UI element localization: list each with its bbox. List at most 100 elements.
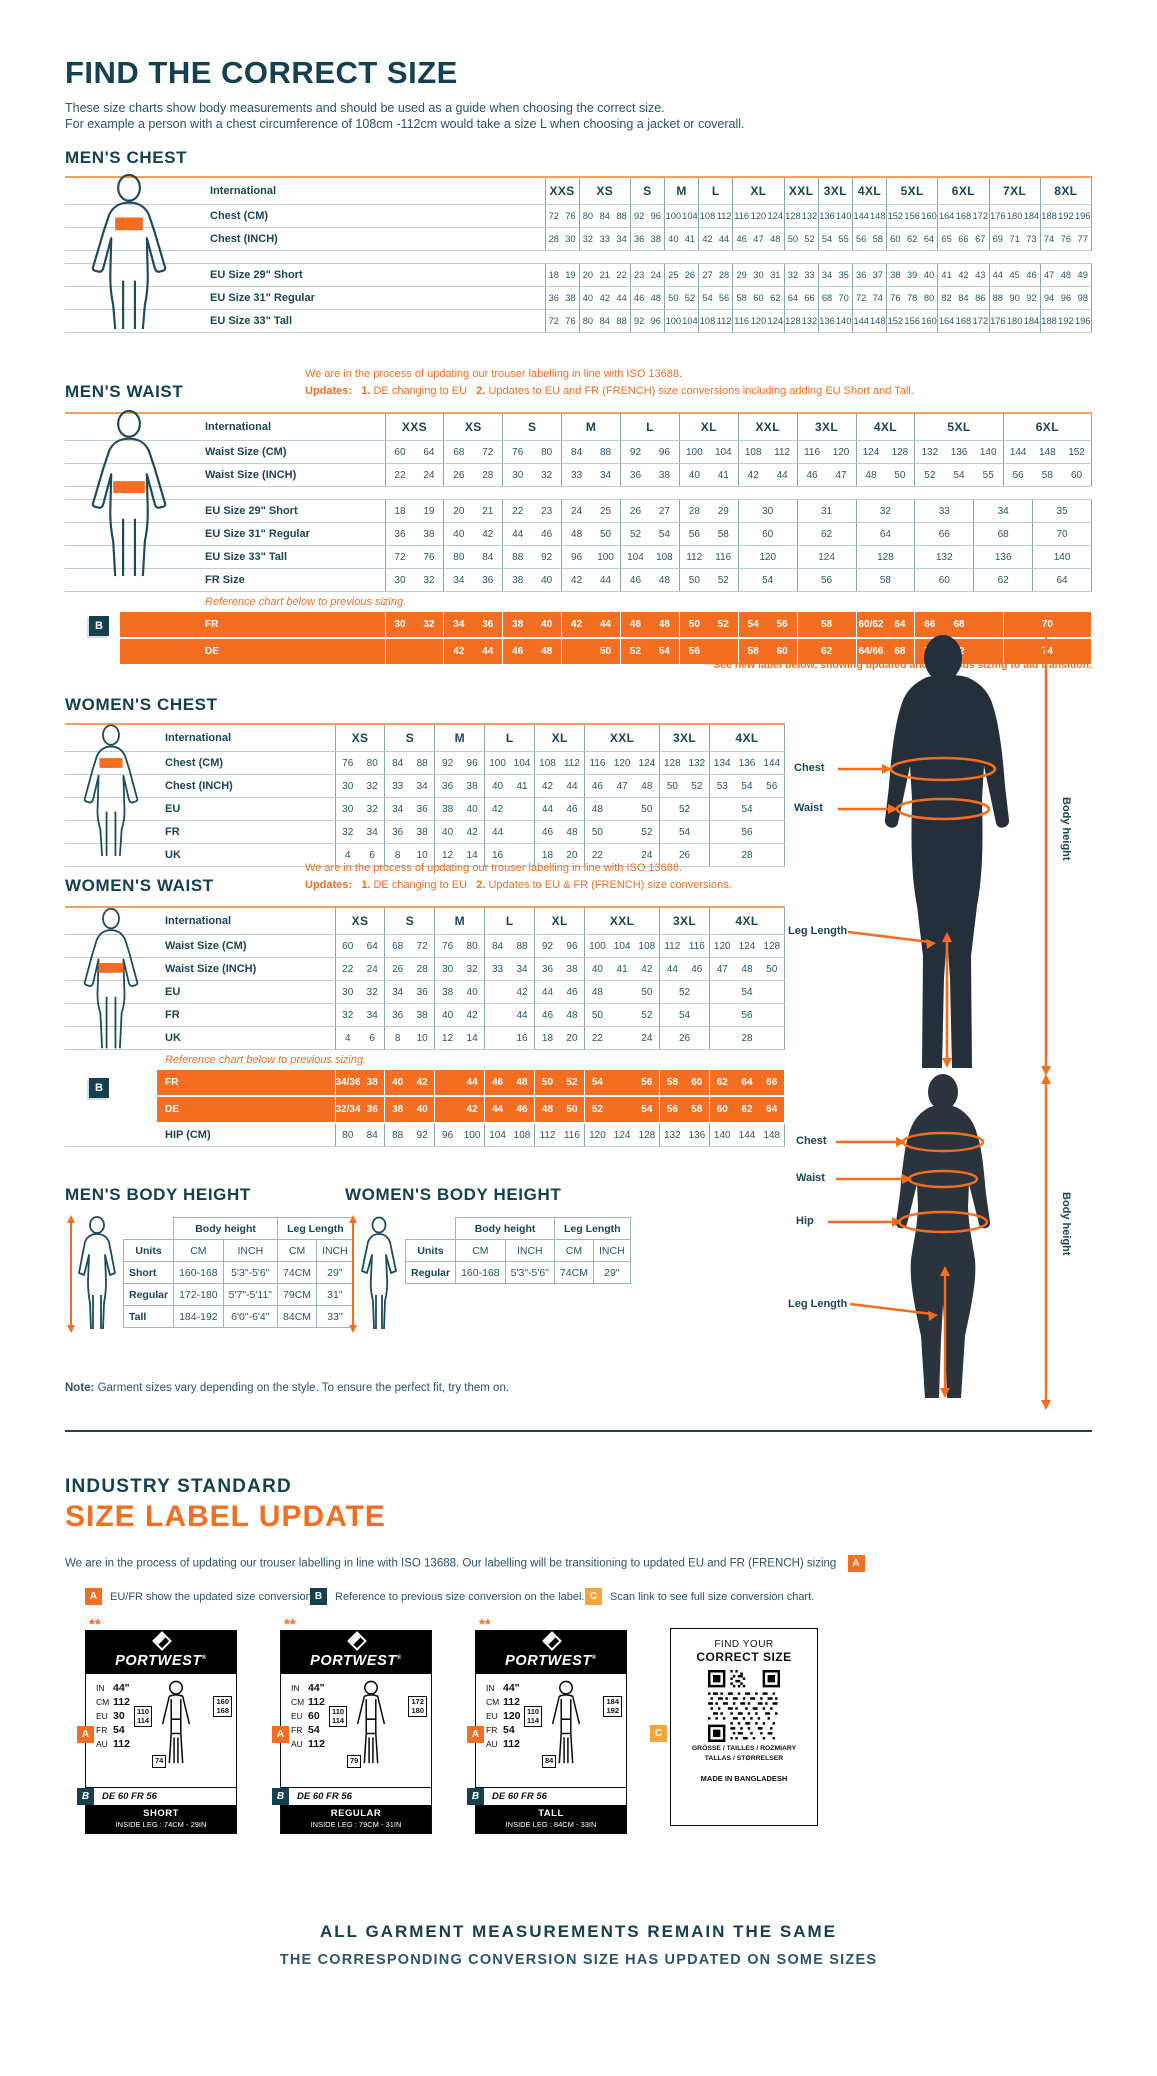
card-previous-sizing-row: B DE 60 FR 56	[467, 1787, 626, 1805]
card-figure-icon	[161, 1680, 191, 1764]
size-value: 28	[473, 463, 504, 487]
size-value: 33	[484, 957, 510, 981]
size-value: 80	[459, 934, 486, 958]
leg-length-header: Leg Length	[553, 1217, 631, 1240]
size-value: 38	[409, 820, 436, 844]
size-value: 38	[359, 1070, 386, 1097]
size-value: 172	[971, 204, 990, 228]
card-figure-icon	[356, 1680, 386, 1764]
badge-a: A	[85, 1588, 102, 1605]
row-label: DE	[65, 638, 386, 666]
size-value: 88	[613, 309, 631, 333]
size-column-header: 4XL	[709, 907, 785, 935]
update2-num: 2.	[476, 385, 486, 398]
size-value: 72	[545, 309, 563, 333]
size-column-header: 3XL	[797, 413, 857, 441]
size-value: 60	[1062, 463, 1093, 487]
height-size-box: 172 180	[408, 1696, 427, 1718]
size-value: 124	[734, 934, 760, 958]
brand-wordmark: PORTWEST®	[115, 1653, 207, 1669]
mens-chest-heading: MEN'S CHEST	[65, 148, 188, 167]
size-value: 36	[473, 568, 504, 592]
size-value: 36	[359, 1096, 386, 1124]
size-value: 128	[759, 934, 786, 958]
size-value: 100	[484, 751, 510, 775]
size-value: 120	[749, 309, 768, 333]
size-value: 34	[443, 612, 474, 639]
updates-label: Updates:	[305, 385, 353, 398]
footer-line-1: ALL GARMENT MEASUREMENTS REMAIN THE SAME	[320, 1922, 837, 1941]
size-value: 76	[434, 934, 460, 958]
legend-item-c: C Scan link to see full size conversion …	[585, 1588, 814, 1605]
size-value: 152	[886, 204, 904, 228]
size-value: 76	[1057, 227, 1075, 251]
size-value: 88	[384, 1123, 410, 1147]
size-value: 54	[734, 774, 760, 798]
size-value: 40	[920, 263, 939, 287]
size-value: 92	[534, 934, 560, 958]
card-size-row: IN 44"	[96, 1682, 130, 1694]
size-value: 116	[708, 545, 739, 569]
section-womens-body-height: WOMEN'S BODY HEIGHT Body height Leg Leng…	[345, 1185, 631, 1333]
size-value: 104	[609, 934, 635, 958]
size-value: 66	[801, 286, 819, 310]
size-value: 104	[484, 1123, 510, 1147]
size-value: 36	[852, 263, 870, 287]
size-value: 62	[797, 522, 857, 546]
size-value: 54	[649, 638, 680, 666]
size-value: 156	[903, 204, 921, 228]
female-chest-label: Chest	[796, 1135, 827, 1147]
mens-waist-heading: MEN'S WAIST	[65, 382, 184, 401]
size-value: 30	[385, 612, 415, 639]
size-value: 56	[709, 1003, 785, 1027]
size-column-header: 6XL	[937, 177, 990, 205]
size-value: 128	[659, 751, 685, 775]
size-value: 60	[684, 1070, 711, 1097]
update1-num: 1.	[361, 879, 371, 892]
size-value: 4	[335, 843, 360, 867]
column-header: International	[65, 724, 336, 752]
size-value: 50	[664, 286, 682, 310]
size-value: 32	[359, 797, 386, 821]
size-value: 36	[620, 463, 650, 487]
value: 74CM	[553, 1261, 594, 1284]
card-brand-header: PORTWEST®	[86, 1631, 236, 1674]
size-value: 132	[659, 1123, 685, 1147]
size-value	[484, 980, 510, 1004]
size-value: 38	[409, 1003, 436, 1027]
size-value: 58	[684, 1096, 711, 1124]
size-value: 88	[591, 440, 622, 464]
size-value: 50	[584, 1003, 610, 1027]
size-value: 52	[914, 463, 945, 487]
size-value: 8	[384, 843, 410, 867]
note-text: Garment sizes vary depending on the styl…	[94, 1382, 510, 1394]
size-value: 124	[767, 309, 785, 333]
size-value: 21	[473, 499, 504, 523]
brand-diamond-icon	[347, 1631, 367, 1651]
size-value: 76	[562, 204, 580, 228]
size-value: 92	[630, 309, 648, 333]
size-value: 84	[596, 309, 614, 333]
size-value: 44	[715, 227, 734, 251]
size-value: 60	[738, 522, 798, 546]
column-header: International	[65, 177, 546, 205]
card-figure: 110 114 184 192 84	[524, 1680, 622, 1768]
size-value: 30	[502, 463, 533, 487]
size-column-header: M	[664, 177, 700, 205]
size-value: 144	[734, 1123, 760, 1147]
female-waist-figure-icon	[83, 907, 139, 1049]
size-value: 96	[434, 1123, 460, 1147]
size-value: 96	[1057, 286, 1075, 310]
size-value: 116	[684, 934, 711, 958]
size-value: 124	[856, 440, 886, 464]
size-value: 44	[767, 463, 798, 487]
size-table: International XXS XS S M L XL XXL 3XL 4XL 5XL 6XL Wa…	[65, 412, 1093, 666]
size-value: 38	[434, 797, 460, 821]
size-value: 58	[856, 568, 916, 592]
size-value: 26	[620, 499, 650, 523]
size-value	[509, 820, 536, 844]
brand-diamond-icon	[542, 1631, 562, 1651]
unit-col: CM	[553, 1239, 594, 1262]
size-value: 52	[634, 820, 661, 844]
size-value: 192	[1057, 309, 1075, 333]
